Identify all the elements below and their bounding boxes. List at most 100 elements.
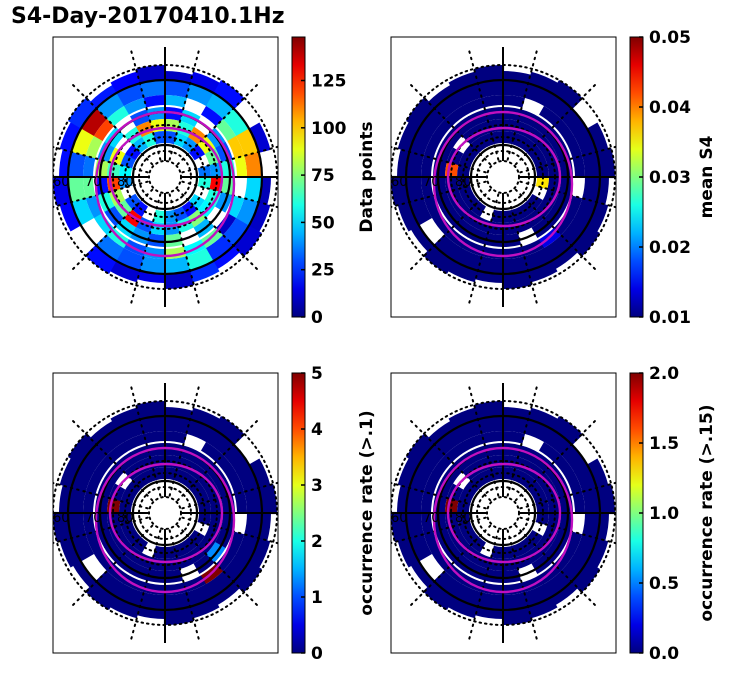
colorbar-tick-label: 0.03 — [649, 168, 691, 188]
heatmap-bin — [95, 570, 124, 598]
heatmap-bin — [532, 490, 548, 505]
heatmap-bin — [222, 108, 250, 137]
colorbar-tick-label: 3 — [311, 476, 323, 496]
heatmap-bin — [189, 261, 220, 283]
heatmap-bin — [95, 176, 109, 196]
heatmap-bin — [173, 206, 188, 222]
heatmap-bin — [107, 441, 130, 463]
heatmap-bin — [501, 270, 532, 290]
heatmap-bin — [85, 244, 117, 274]
heatmap-bin — [248, 202, 271, 233]
grid-radial-line — [168, 529, 200, 640]
heatmap-bin — [71, 533, 94, 562]
heatmap-bin — [124, 97, 148, 115]
latitude-label: 80 — [117, 511, 134, 526]
heatmap-bin — [553, 213, 575, 236]
heatmap-bin — [59, 484, 72, 513]
heatmap-bin — [124, 433, 148, 451]
colorbar-tick-label: 0.02 — [649, 238, 691, 258]
heatmap-bin — [163, 606, 194, 625]
heatmap-bin — [435, 527, 453, 548]
heatmap-bin — [164, 233, 184, 248]
heatmap-bin — [53, 175, 72, 206]
heatmap-bin — [244, 151, 262, 178]
heatmap-bin — [481, 431, 504, 444]
heatmap-bin — [454, 83, 483, 106]
grid-radial-line — [514, 420, 596, 502]
heatmap-bin — [550, 581, 578, 606]
heatmap-bin — [458, 153, 474, 169]
heatmap-bin — [165, 71, 194, 84]
heatmap-bin — [96, 92, 125, 120]
heatmap-bin — [433, 176, 447, 196]
heatmap-bin — [139, 80, 166, 98]
grid-radial-line — [410, 420, 492, 502]
heatmap-bin — [542, 148, 560, 166]
heatmap-bin — [484, 107, 504, 121]
heatmap-bin — [474, 401, 505, 420]
heatmap-bin — [90, 84, 118, 109]
heatmap-bin — [53, 511, 72, 542]
heatmap-bin — [423, 135, 442, 159]
heatmap-bin — [463, 144, 480, 160]
heatmap-bin — [560, 554, 588, 583]
heatmap-bin — [146, 568, 165, 583]
heatmap-bin — [201, 441, 224, 463]
heatmap-bin — [186, 419, 215, 443]
heatmap-bin — [222, 218, 250, 247]
heatmap-bin — [587, 458, 609, 489]
heatmap-bin — [136, 65, 167, 84]
heatmap-bin — [481, 95, 504, 108]
magnetic-contour-inner — [108, 462, 224, 564]
heatmap-bin — [95, 512, 109, 532]
grid-radial-line — [176, 188, 258, 270]
heatmap-bin — [397, 457, 420, 488]
heatmap-bin — [85, 194, 103, 218]
heatmap-bin — [85, 580, 117, 610]
heatmap-bin — [258, 177, 271, 206]
grid-radial-line — [72, 524, 154, 606]
heatmap-bin — [445, 441, 468, 463]
heatmap-bin — [573, 198, 597, 227]
heatmap-bin — [421, 490, 434, 513]
heatmap-bin — [502, 256, 529, 274]
grid-radial-line — [468, 529, 500, 640]
grid-radial-line — [506, 50, 538, 161]
heatmap-bin — [558, 513, 573, 532]
heatmap-bin — [543, 234, 572, 262]
heatmap-bin — [406, 176, 424, 203]
heatmap-bin — [204, 484, 222, 502]
heatmap-bin — [213, 416, 245, 446]
grid-radial-line — [53, 180, 149, 209]
colorbar-tick-label: 25 — [311, 261, 335, 281]
grid-radial-line — [519, 180, 616, 209]
heatmap-bin — [539, 441, 562, 463]
latitude-label: 60 — [391, 511, 408, 526]
heatmap-bin — [447, 260, 478, 283]
grid-radial-line — [181, 516, 278, 545]
heatmap-bin — [565, 136, 583, 160]
colorbar-tick-label: 1.5 — [649, 434, 679, 454]
heatmap-bin — [397, 201, 419, 232]
heatmap-bin — [90, 420, 118, 445]
heatmap-bin — [186, 83, 215, 107]
heatmap-bin — [397, 148, 410, 177]
grid-radial-line — [53, 516, 149, 545]
heatmap-bin — [558, 177, 573, 196]
heatmap-bin — [448, 71, 479, 93]
heatmap-bin — [85, 135, 104, 159]
heatmap-bin — [477, 80, 504, 98]
grid-radial-line — [181, 145, 278, 174]
heatmap-bin — [139, 416, 166, 434]
heatmap-bin — [596, 177, 609, 206]
heatmap-bin — [72, 560, 97, 588]
heatmap-bin — [462, 433, 486, 451]
colorbar-tick-label: 50 — [311, 213, 335, 233]
heatmap-bin — [115, 247, 144, 271]
heatmap-bin — [109, 596, 140, 619]
heatmap-bin — [406, 433, 436, 465]
latitude-label: 60 — [391, 175, 408, 190]
heatmap-bin — [570, 561, 600, 593]
heatmap-bin — [163, 270, 194, 290]
heatmap-bin — [582, 487, 601, 514]
